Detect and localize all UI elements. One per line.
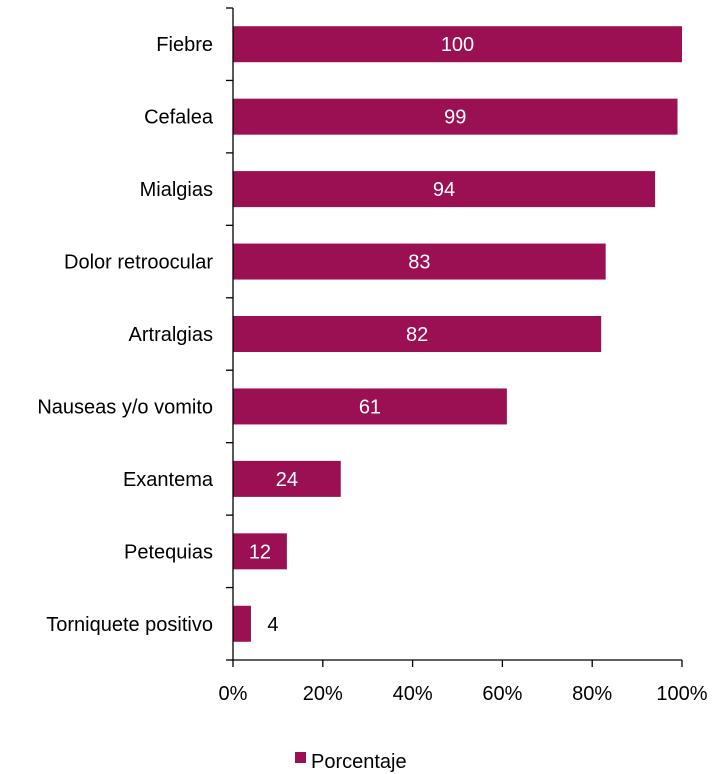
x-tick-label-1: 20% — [303, 683, 343, 705]
legend-label: Porcentaje — [311, 751, 407, 773]
bar-0 — [233, 26, 682, 63]
category-label-3: Dolor retroocular — [64, 252, 213, 274]
category-label-5: Nauseas y/o vomito — [37, 396, 213, 418]
data-label-4: 82 — [406, 324, 428, 346]
category-label-8: Torniquete positivo — [46, 614, 213, 636]
bar-5 — [233, 388, 507, 425]
bar-7 — [233, 533, 287, 570]
legend-swatch — [295, 752, 306, 763]
category-label-0: Fiebre — [156, 34, 213, 56]
x-tick-label-3: 60% — [482, 683, 522, 705]
data-label-1: 99 — [444, 107, 466, 129]
data-label-2: 94 — [433, 179, 455, 201]
x-tick-label-0: 0% — [219, 683, 248, 705]
x-tick-label-2: 40% — [393, 683, 433, 705]
data-label-6: 24 — [276, 469, 298, 491]
data-label-7: 12 — [249, 541, 271, 563]
data-label-5: 61 — [359, 396, 381, 418]
ticks-layer: 0% 20% 40% 60% 80% 100% — [219, 7, 708, 705]
bar-2 — [233, 171, 656, 208]
bar-4 — [233, 316, 602, 352]
category-label-1: Cefalea — [144, 107, 214, 129]
bars-layer — [233, 26, 682, 642]
category-label-7: Petequias — [124, 541, 213, 563]
bar-1 — [233, 98, 678, 135]
category-label-6: Exantema — [123, 469, 214, 491]
data-labels-layer: 100 99 94 83 82 61 24 12 4 — [249, 34, 474, 636]
x-tick-label-4: 80% — [572, 683, 612, 705]
x-tick-label-5: 100% — [656, 683, 707, 705]
data-label-0: 100 — [441, 34, 474, 56]
bar-8 — [233, 605, 251, 642]
data-label-3: 83 — [408, 252, 430, 274]
bar-3 — [233, 243, 606, 280]
category-label-2: Mialgias — [140, 179, 213, 201]
axes-layer — [232, 8, 682, 661]
category-labels-layer: Fiebre Cefalea Mialgias Dolor retroocular Ar… — [37, 34, 214, 636]
bar-6 — [233, 460, 341, 497]
legend: Porcentaje — [295, 751, 407, 773]
category-label-4: Artralgias — [129, 324, 213, 346]
data-label-8: 4 — [267, 614, 278, 636]
